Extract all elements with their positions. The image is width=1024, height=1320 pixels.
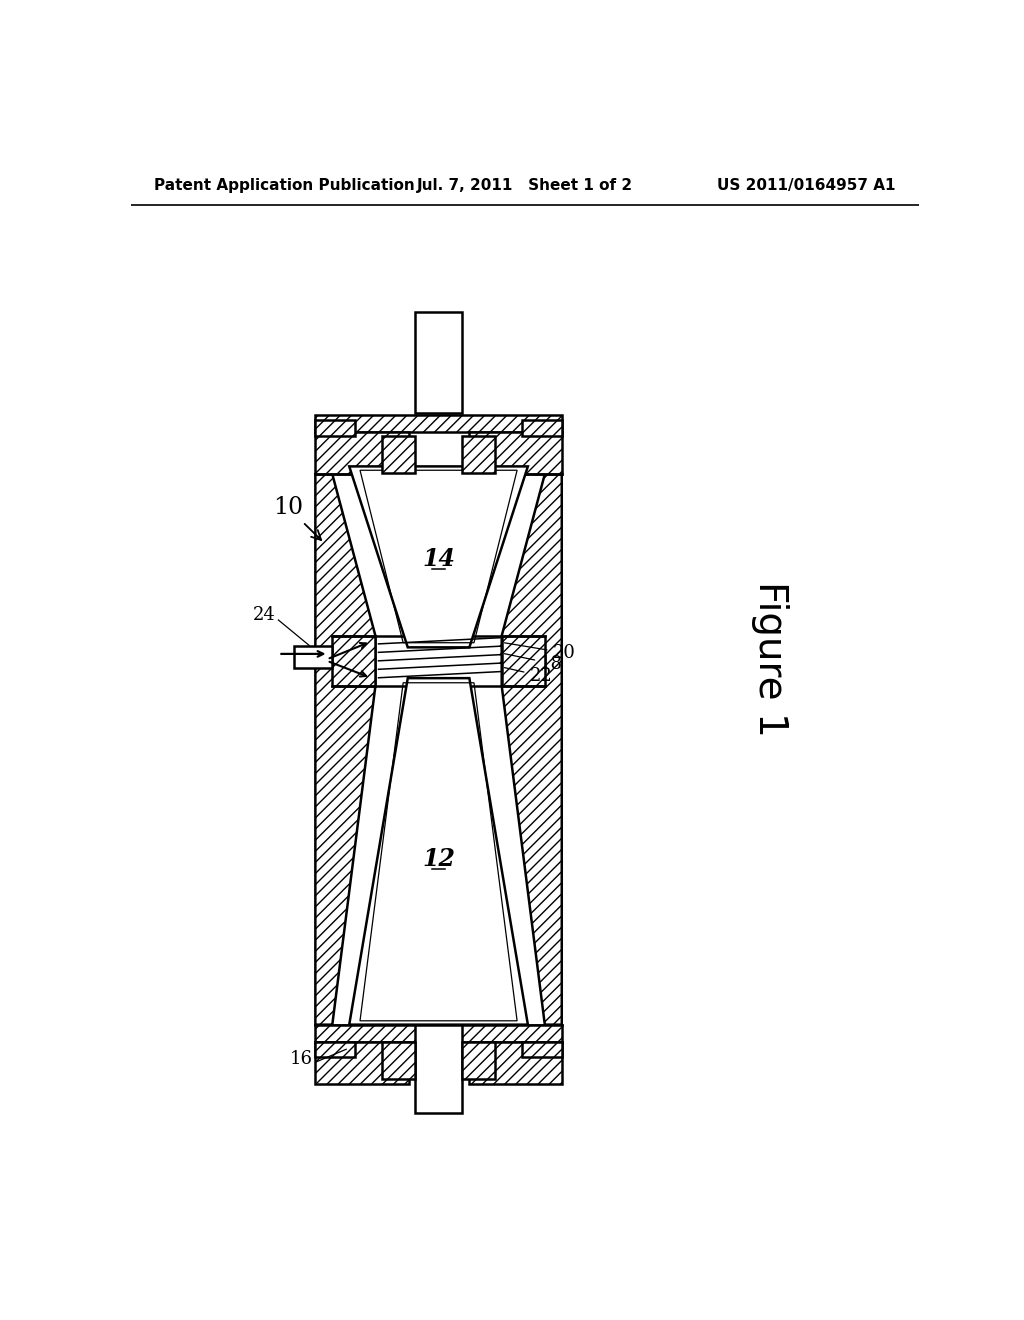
- Text: US 2011/0164957 A1: US 2011/0164957 A1: [718, 178, 896, 193]
- Text: 22: 22: [505, 667, 552, 685]
- Polygon shape: [333, 636, 376, 686]
- Bar: [469, 432, 562, 474]
- Text: Figure 1: Figure 1: [751, 581, 788, 737]
- Text: Jul. 7, 2011   Sheet 1 of 2: Jul. 7, 2011 Sheet 1 of 2: [417, 178, 633, 193]
- Polygon shape: [349, 466, 528, 647]
- Text: 20: 20: [505, 643, 575, 661]
- Bar: [294, 647, 333, 668]
- Bar: [521, 420, 562, 436]
- Bar: [315, 432, 409, 474]
- Bar: [315, 414, 562, 432]
- Bar: [469, 1041, 562, 1084]
- Text: Patent Application Publication: Patent Application Publication: [154, 178, 415, 193]
- Bar: [315, 420, 355, 436]
- Bar: [415, 1024, 463, 1113]
- Text: 14: 14: [422, 546, 455, 570]
- Bar: [315, 1041, 355, 1057]
- Text: 10: 10: [273, 496, 322, 540]
- Polygon shape: [315, 474, 376, 1024]
- Bar: [521, 1041, 562, 1057]
- Text: 18: 18: [505, 653, 563, 672]
- Text: 16: 16: [290, 1051, 313, 1068]
- Bar: [463, 1041, 495, 1078]
- Bar: [382, 436, 415, 473]
- Text: 24: 24: [253, 606, 275, 623]
- Bar: [382, 1041, 415, 1078]
- Text: 12: 12: [422, 847, 455, 871]
- Bar: [415, 313, 463, 412]
- Bar: [463, 436, 495, 473]
- Polygon shape: [502, 474, 562, 1024]
- Bar: [315, 1024, 562, 1041]
- Polygon shape: [349, 678, 528, 1024]
- Bar: [315, 1041, 409, 1084]
- Polygon shape: [502, 636, 545, 686]
